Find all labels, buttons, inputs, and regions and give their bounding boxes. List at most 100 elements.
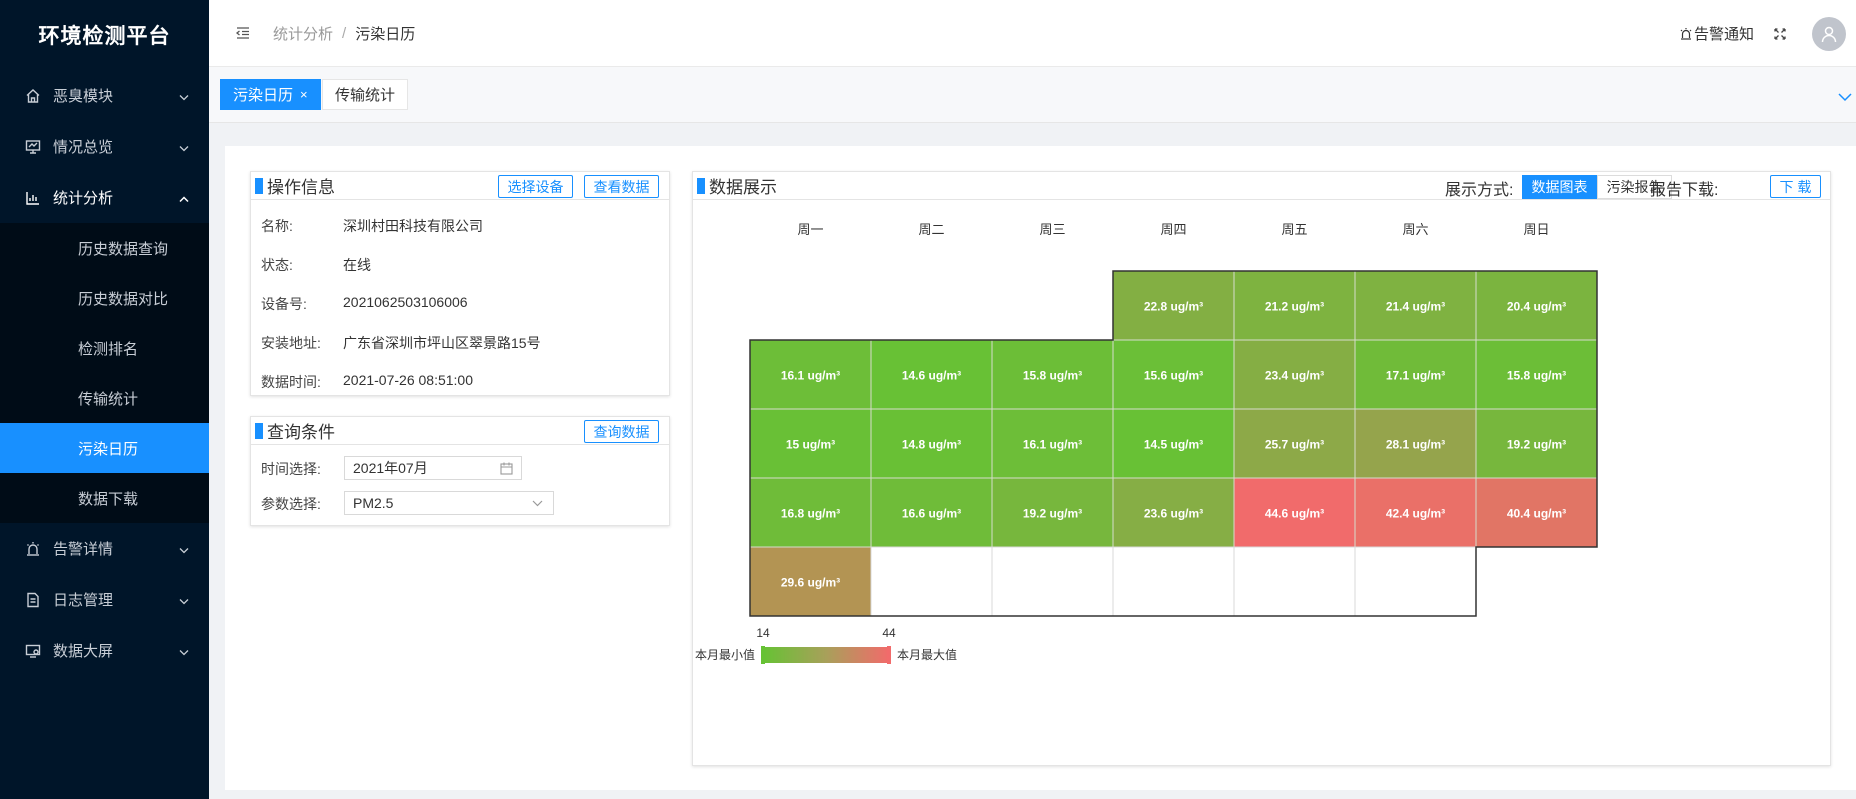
panel-marker xyxy=(255,178,263,194)
breadcrumb: 统计分析 / 污染日历 xyxy=(273,23,415,44)
tab-transmission-stats[interactable]: 传输统计 xyxy=(322,79,408,110)
pollution-calendar-heatmap: 周一 周二 周三 周四 周五 周六 周日 22.8 ug/m³ 21.2 ug/m³ 21.4 u… xyxy=(693,172,1830,765)
info-label: 数据时间: xyxy=(261,372,343,392)
calendar-cell-value: 23.6 ug/m³ xyxy=(1144,507,1203,521)
panel-header: 操作信息 选择设备 查看数据 xyxy=(251,172,669,200)
panel-marker xyxy=(255,423,263,439)
calendar-cell-value: 15 ug/m³ xyxy=(786,438,835,452)
calendar-icon xyxy=(500,462,513,475)
calendar-cell-value: 16.1 ug/m³ xyxy=(1023,438,1082,452)
info-label: 安装地址: xyxy=(261,333,343,353)
info-value: 2021062503106006 xyxy=(343,294,468,314)
data-display-panel: 数据展示 展示方式: 数据图表 污染报告 报告下载: 下 载 周一 周二 周三 周四周… xyxy=(692,171,1831,766)
sidebar-subitem-pollution-calendar[interactable]: 污染日历 xyxy=(0,423,209,473)
menu-fold-icon[interactable] xyxy=(235,25,251,41)
avatar[interactable] xyxy=(1812,17,1846,51)
info-label: 名称: xyxy=(261,216,343,236)
legend-max-label: 本月最大值 xyxy=(897,647,957,662)
sidebar-subitem-history-compare[interactable]: 历史数据对比 xyxy=(0,273,209,323)
select-device-button[interactable]: 选择设备 xyxy=(498,175,573,198)
chevron-down-icon xyxy=(179,540,189,557)
weekday-label: 周三 xyxy=(1039,222,1065,237)
weekday-label: 周二 xyxy=(918,222,944,237)
calendar-cell-value: 14.6 ug/m³ xyxy=(902,369,961,383)
main-content: 操作信息 选择设备 查看数据 名称: 深圳村田科技有限公司 状态: 在线 设备号… xyxy=(225,146,1856,790)
calendar-cell-value: 28.1 ug/m³ xyxy=(1386,438,1445,452)
sidebar-item-overview[interactable]: 情况总览 xyxy=(0,121,209,172)
calendar-cell-value: 25.7 ug/m³ xyxy=(1265,438,1324,452)
weekday-label: 周一 xyxy=(797,222,823,237)
fullscreen-icon[interactable] xyxy=(1772,26,1788,42)
breadcrumb-current: 污染日历 xyxy=(355,23,415,44)
top-header: 统计分析 / 污染日历 告警通知 xyxy=(209,0,1856,67)
calendar-cell-empty xyxy=(992,547,1113,616)
sidebar-item-label: 数据大屏 xyxy=(53,640,113,661)
query-data-button[interactable]: 查询数据 xyxy=(584,420,659,443)
sidebar-subitem-data-download[interactable]: 数据下载 xyxy=(0,473,209,523)
tags-bar: 污染日历 × 传输统计 xyxy=(209,67,1856,123)
monitor-icon xyxy=(24,138,42,156)
breadcrumb-separator: / xyxy=(342,25,346,42)
close-icon[interactable]: × xyxy=(300,87,308,102)
panel-header: 查询条件 查询数据 xyxy=(251,417,669,445)
sidebar-item-label: 情况总览 xyxy=(53,136,113,157)
calendar-cell-value: 16.6 ug/m³ xyxy=(902,507,961,521)
weekday-label: 周五 xyxy=(1281,222,1307,237)
weekday-label: 周四 xyxy=(1160,222,1186,237)
info-value: 在线 xyxy=(343,255,371,275)
sidebar-item-label: 告警详情 xyxy=(53,538,113,559)
info-row-device-id: 设备号: 2021062503106006 xyxy=(261,294,468,314)
calendar-cell-value: 20.4 ug/m³ xyxy=(1507,300,1566,314)
sidebar-item-statistics[interactable]: 统计分析 xyxy=(0,172,209,223)
tab-label: 污染日历 xyxy=(233,84,293,105)
legend-min-label: 本月最小值 xyxy=(695,647,755,662)
sidebar-item-data-screen[interactable]: 数据大屏 xyxy=(0,625,209,676)
calendar-cell-value: 23.4 ug/m³ xyxy=(1265,369,1324,383)
chevron-up-icon xyxy=(179,189,189,206)
legend-min-handle xyxy=(761,646,765,664)
chevron-down-icon[interactable] xyxy=(1838,89,1852,106)
month-picker-input[interactable]: 2021年07月 xyxy=(344,456,522,480)
info-row-name: 名称: 深圳村田科技有限公司 xyxy=(261,216,483,236)
calendar-cell-value: 15.8 ug/m³ xyxy=(1023,369,1082,383)
view-data-button[interactable]: 查看数据 xyxy=(584,175,659,198)
calendar-cell-value: 29.6 ug/m³ xyxy=(781,576,840,590)
sidebar-subitem-transmission[interactable]: 传输统计 xyxy=(0,373,209,423)
weekday-label: 周日 xyxy=(1523,222,1549,237)
calendar-cell-value: 40.4 ug/m³ xyxy=(1507,507,1566,521)
param-select-label: 参数选择: xyxy=(261,494,321,514)
panel-title: 查询条件 xyxy=(267,418,335,443)
sidebar-subitem-ranking[interactable]: 检测排名 xyxy=(0,323,209,373)
calendar-cell-value: 16.8 ug/m³ xyxy=(781,507,840,521)
sidebar-item-label: 统计分析 xyxy=(53,187,113,208)
sidebar-item-logs[interactable]: 日志管理 xyxy=(0,574,209,625)
bar-chart-icon xyxy=(24,189,42,207)
calendar-cell-empty xyxy=(1113,547,1234,616)
alarm-notification-label: 告警通知 xyxy=(1694,23,1754,44)
tab-label: 传输统计 xyxy=(335,84,395,105)
alarm-notification-link[interactable]: 告警通知 xyxy=(1679,23,1754,44)
calendar-cell-value: 15.6 ug/m³ xyxy=(1144,369,1203,383)
sidebar-item-odor-module[interactable]: 恶臭模块 xyxy=(0,70,209,121)
home-icon xyxy=(24,87,42,105)
legend-min-value: 14 xyxy=(756,626,770,640)
calendar-cell-value: 42.4 ug/m³ xyxy=(1386,507,1445,521)
param-select-value: PM2.5 xyxy=(353,495,393,511)
sidebar-subitem-history-query[interactable]: 历史数据查询 xyxy=(0,223,209,273)
calendar-cell-value: 22.8 ug/m³ xyxy=(1144,300,1203,314)
month-picker-value: 2021年07月 xyxy=(353,458,428,478)
sidebar-item-label: 恶臭模块 xyxy=(53,85,113,106)
chevron-down-icon xyxy=(532,500,543,507)
sidebar-item-alarms[interactable]: 告警详情 xyxy=(0,523,209,574)
screen-icon xyxy=(24,642,42,660)
chevron-down-icon xyxy=(179,591,189,608)
param-select[interactable]: PM2.5 xyxy=(344,491,554,515)
weekday-label: 周六 xyxy=(1402,222,1428,237)
info-label: 状态: xyxy=(261,255,343,275)
calendar-cell-value: 17.1 ug/m³ xyxy=(1386,369,1445,383)
breadcrumb-item[interactable]: 统计分析 xyxy=(273,23,333,44)
tab-pollution-calendar[interactable]: 污染日历 × xyxy=(220,79,321,110)
document-icon xyxy=(24,591,42,609)
legend-max-handle xyxy=(887,646,891,664)
bell-alarm-icon xyxy=(1679,27,1693,41)
